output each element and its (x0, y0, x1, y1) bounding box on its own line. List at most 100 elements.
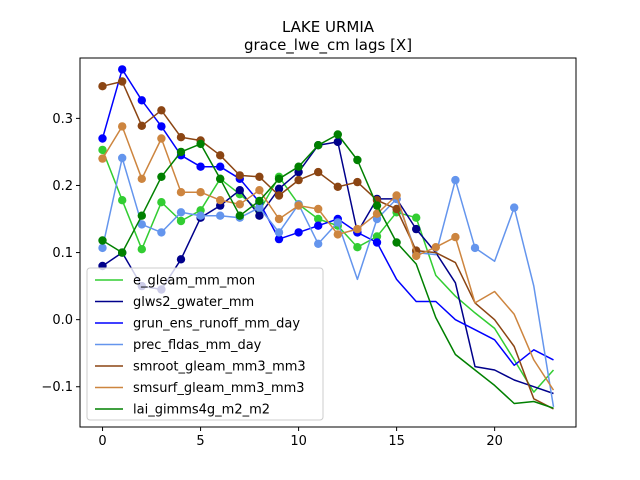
axes-layer: 0 5 10 15 20 −0.1 0.0 0.1 0.2 0.3 (41, 57, 577, 449)
data-point (294, 162, 303, 171)
data-point (451, 175, 460, 185)
data-point (118, 65, 127, 74)
data-point (314, 167, 323, 177)
data-point (333, 230, 342, 239)
legend-label: e_gleam_mm_mon (133, 274, 255, 289)
x-tick-label: 0 (98, 434, 106, 449)
data-point (98, 154, 107, 163)
data-point (157, 106, 166, 115)
data-point (255, 172, 264, 181)
data-point (98, 236, 107, 245)
data-point (294, 228, 303, 237)
legend: e_gleam_mm_mon glws2_gwater_mm grun_ens_ru… (86, 267, 324, 421)
chart-subtitle: grace_lwe_cm lags [X] (244, 36, 412, 55)
data-point (412, 213, 421, 222)
data-point (157, 172, 166, 181)
data-point (274, 184, 284, 193)
data-point (216, 211, 225, 220)
data-point (451, 232, 460, 242)
data-point (333, 218, 342, 227)
x-tick-label: 10 (290, 434, 307, 449)
data-point (255, 211, 264, 220)
data-point (274, 214, 284, 224)
data-point (118, 196, 127, 205)
y-tick-label: 0.2 (52, 179, 73, 194)
data-point (196, 211, 205, 220)
y-tick-label: 0.0 (52, 313, 73, 328)
legend-label: smsurf_gleam_mm3_mm3 (133, 381, 305, 396)
data-point (314, 141, 323, 150)
data-point (176, 133, 186, 142)
data-point (470, 243, 480, 253)
data-point (137, 245, 146, 254)
series-prec_fldas_mm_day (98, 153, 555, 408)
data-point (176, 147, 186, 157)
series-line (102, 80, 554, 410)
data-point (216, 162, 225, 171)
series-layer (98, 65, 555, 410)
legend-label: glws2_gwater_mm (133, 295, 254, 310)
legend-label: grun_ens_runoff_mm_day (133, 317, 300, 332)
x-tick-label: 15 (388, 434, 405, 449)
data-point (274, 174, 284, 183)
data-point (372, 232, 382, 241)
data-point (137, 220, 146, 229)
data-point (412, 251, 421, 261)
data-point (157, 122, 166, 131)
data-point (98, 82, 107, 91)
data-point (333, 130, 342, 139)
series-smsurf_gleam_mm3_mm3 (98, 122, 555, 391)
data-point (372, 238, 382, 247)
data-point (333, 137, 342, 147)
y-tick-label: 0.3 (52, 112, 73, 127)
data-point (98, 145, 107, 155)
data-point (274, 228, 284, 237)
data-point (98, 134, 107, 143)
data-point (274, 234, 284, 244)
data-point (118, 77, 127, 86)
data-point (216, 196, 225, 205)
x-tick-label: 5 (196, 434, 204, 449)
legend-box (86, 267, 324, 421)
data-point (353, 243, 362, 252)
data-point (98, 243, 107, 253)
data-point (137, 121, 146, 130)
data-point (196, 139, 205, 149)
data-point (333, 182, 342, 191)
data-point (235, 186, 244, 195)
data-point (157, 134, 166, 143)
data-point (392, 204, 401, 214)
data-point (431, 243, 440, 252)
chart-title: LAKE URMIA (282, 18, 375, 36)
data-point (118, 153, 127, 163)
data-point (196, 188, 205, 197)
data-point (314, 204, 323, 214)
legend-label: smroot_gleam_mm3_mm3 (133, 360, 306, 375)
data-point (314, 221, 323, 230)
data-point (372, 201, 382, 210)
series-line (101, 125, 555, 391)
data-point (235, 211, 244, 220)
series-line (102, 141, 554, 395)
data-point (510, 203, 519, 212)
axes-frame (79, 57, 577, 428)
x-tick-label: 20 (486, 434, 503, 449)
data-point (157, 198, 166, 207)
data-point (235, 171, 244, 180)
data-point (353, 177, 362, 187)
data-point (137, 174, 146, 183)
data-point (235, 200, 244, 209)
data-point (294, 201, 303, 210)
data-point (255, 186, 264, 195)
data-point (176, 255, 186, 264)
legend-label: lai_gimms4g_m2_m2 (133, 403, 270, 418)
data-point (255, 203, 264, 212)
data-point (216, 151, 225, 160)
data-point (255, 196, 264, 206)
data-point (412, 224, 421, 234)
data-point (176, 208, 186, 217)
data-point (274, 191, 284, 200)
data-point (157, 228, 166, 237)
data-point (118, 122, 127, 131)
